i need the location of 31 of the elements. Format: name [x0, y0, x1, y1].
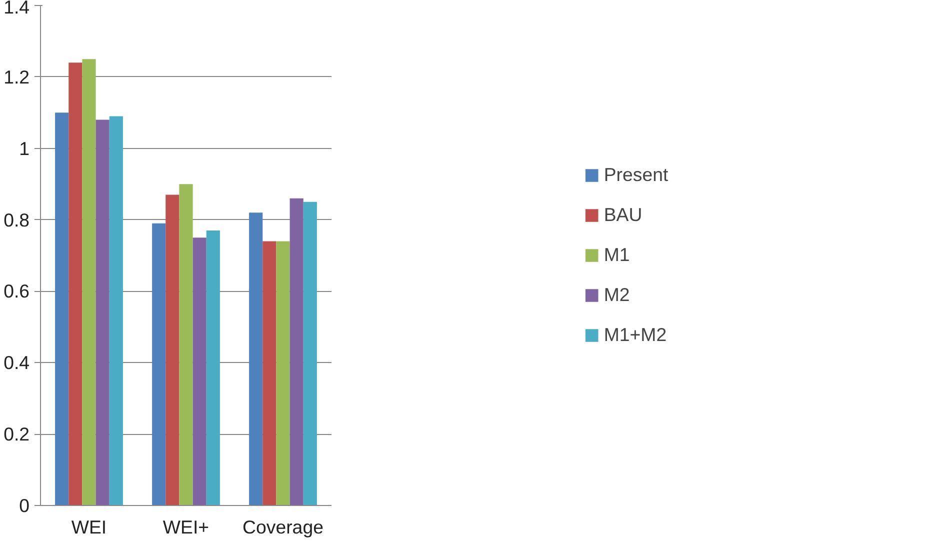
bar [249, 212, 263, 506]
bar [206, 230, 220, 506]
x-tick-label: Coverage [242, 516, 324, 538]
y-tick-label: 0.8 [4, 209, 30, 230]
bar [303, 202, 317, 506]
bar [166, 194, 180, 506]
bar [192, 238, 206, 506]
legend-label: Present [604, 164, 668, 186]
legend-label: M1 [604, 244, 630, 266]
legend-label: BAU [604, 204, 642, 226]
legend-label: M2 [604, 284, 630, 306]
y-tick-label: 0 [19, 495, 30, 516]
legend-label: M1+M2 [604, 324, 667, 346]
bar [96, 120, 110, 506]
bar [68, 62, 82, 506]
x-tick-label: WEI [71, 516, 107, 538]
bar [55, 112, 69, 506]
y-tick-label: 1.4 [4, 0, 30, 18]
y-tick-label: 0.4 [4, 352, 30, 374]
bar [82, 59, 96, 506]
bar [262, 241, 276, 506]
bar [152, 223, 166, 506]
y-tick-label: 0.6 [4, 280, 30, 302]
y-tick-label: 1 [19, 138, 30, 159]
y-tick-label: 1.2 [4, 66, 30, 88]
bar [276, 241, 290, 506]
bar [109, 116, 123, 506]
y-tick-label: 0.2 [4, 424, 30, 445]
x-tick-label: WEI+ [162, 516, 210, 538]
bar [179, 184, 193, 506]
bar [290, 198, 304, 506]
